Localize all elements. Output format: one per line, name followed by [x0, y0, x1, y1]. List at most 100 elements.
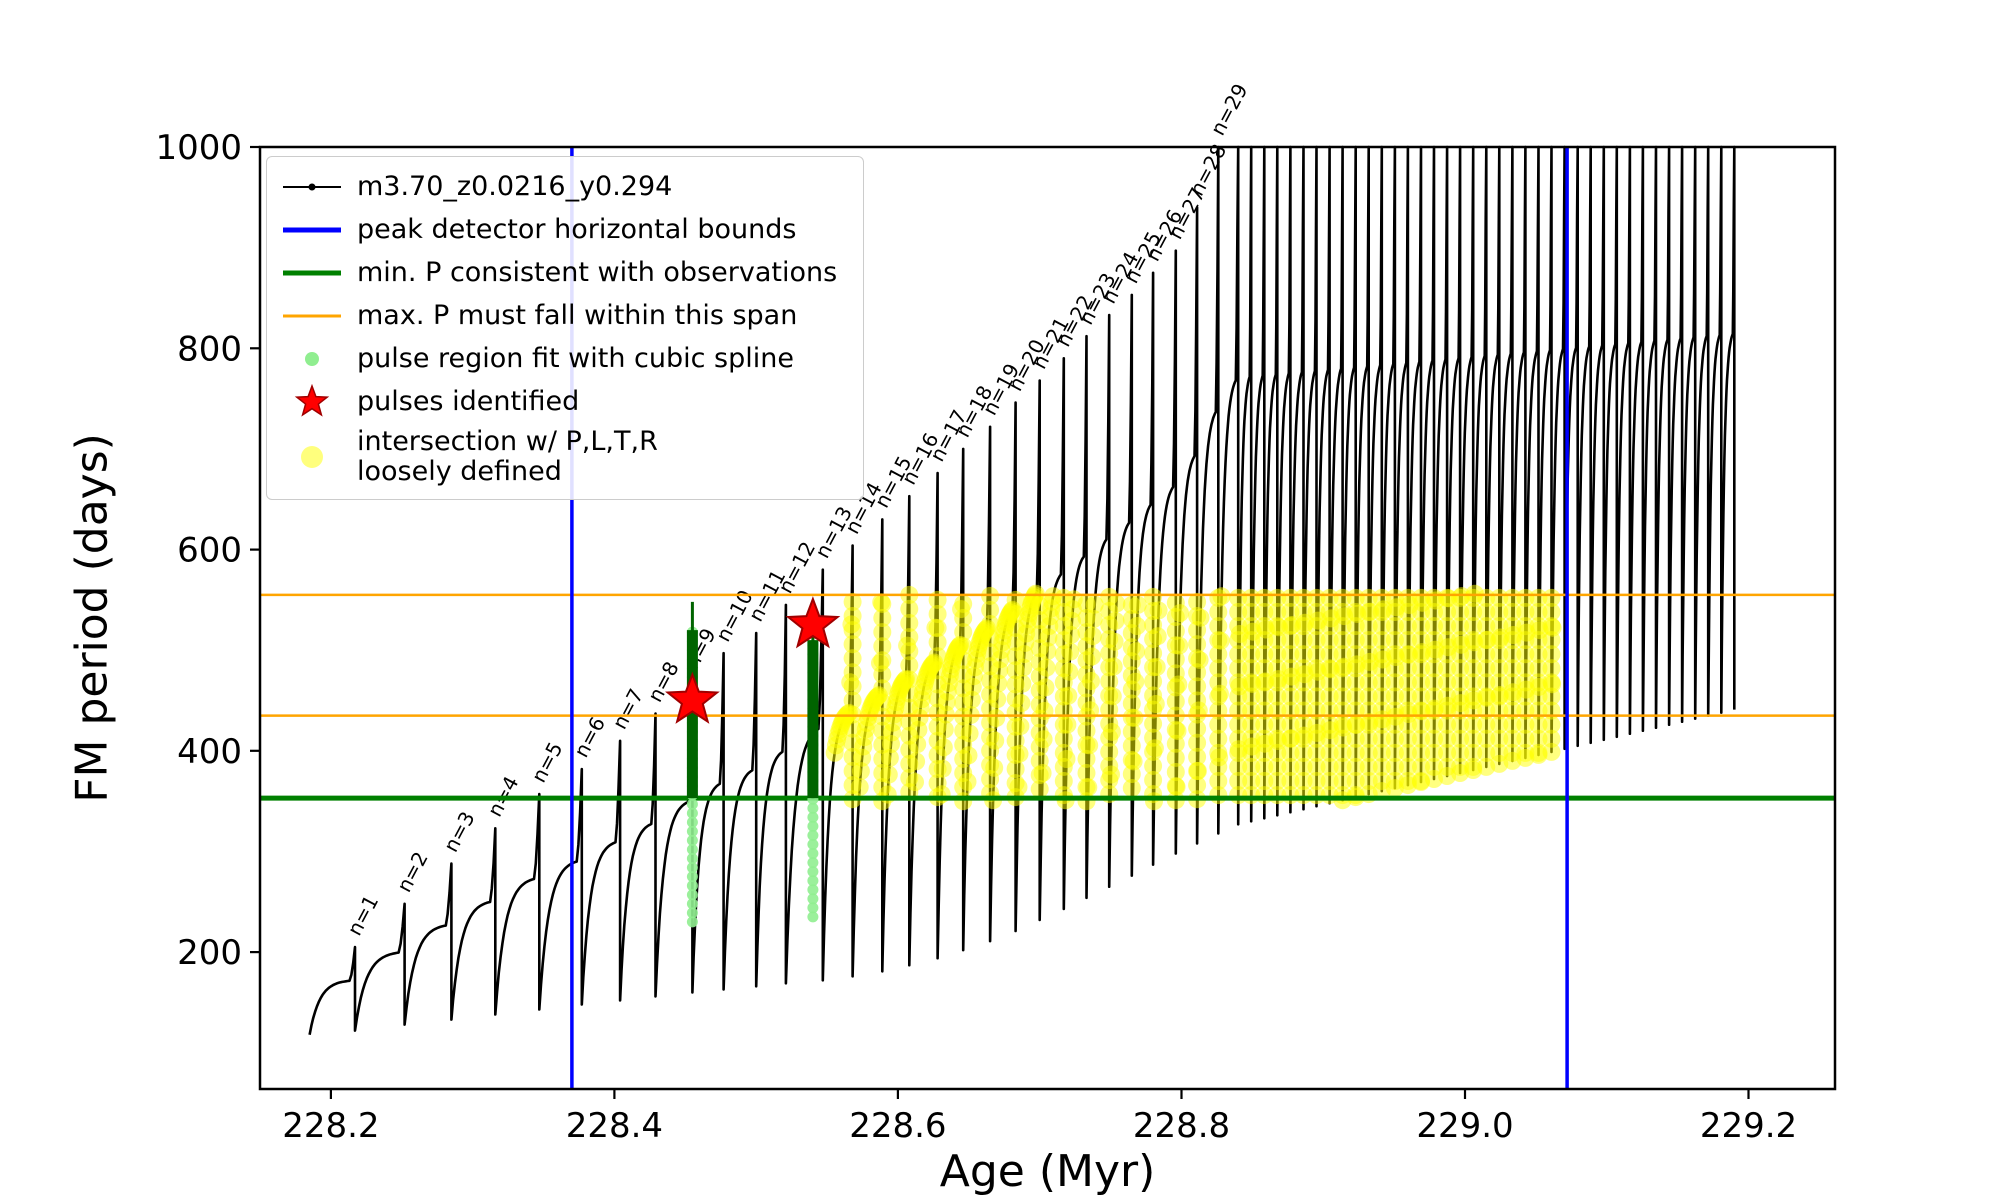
axes-layer: 228.2 228.4 228.6 228.8 229.0 229.2 200 400 600 8…: [155, 128, 1837, 1146]
line-icon: [279, 298, 345, 334]
intersection-dot: [1543, 618, 1562, 637]
intersection-dot: [1425, 743, 1443, 762]
intersection-dot: [1516, 645, 1535, 664]
intersection-dot: [1359, 757, 1378, 776]
intersection-dot: [1083, 627, 1102, 646]
intersection-dot: [1077, 764, 1096, 782]
intersection-dot: [1333, 687, 1352, 706]
intersection-dot: [1346, 757, 1365, 776]
intersection-dot: [1307, 588, 1326, 607]
intersection-dot: [1166, 622, 1185, 641]
intersection-dot: [1281, 588, 1300, 607]
intersection-dot: [1210, 748, 1229, 767]
intersection-dot: [1359, 729, 1378, 748]
intersection-dot: [1038, 642, 1057, 661]
intersection-dot: [1166, 763, 1185, 781]
intersection-dot: [900, 656, 919, 675]
intersection-dot: [1464, 603, 1483, 621]
intersection-dot: [988, 690, 1007, 709]
intersection-dot: [1464, 743, 1483, 762]
intersection-dot: [1333, 757, 1352, 776]
spline-fit-dot: [807, 875, 819, 887]
intersection-dot: [1490, 673, 1509, 692]
intersection-dot: [1210, 684, 1229, 703]
intersection-dot: [958, 772, 977, 791]
intersection-dot: [1062, 625, 1081, 644]
marker-dot: [308, 183, 316, 191]
line-dot-icon: [279, 169, 345, 205]
intersection-dot: [962, 690, 981, 709]
intersection-dot: [1145, 792, 1163, 811]
line-glyph: [283, 314, 341, 318]
intersection-dot: [1333, 673, 1352, 692]
intersection-dot: [1128, 595, 1147, 614]
intersection-dot: [1385, 673, 1404, 692]
spline-fit-dot: [686, 889, 698, 901]
intersection-dot: [1385, 617, 1404, 636]
intersection-dot: [1529, 729, 1548, 748]
intersection-dot: [1503, 729, 1522, 748]
intersection-dot: [1359, 743, 1378, 762]
spline-fit-dot: [686, 853, 698, 864]
intersection-dot: [959, 746, 978, 765]
line-dot-glyph: [283, 183, 341, 191]
legend-entry-2: min. P consistent with observations: [279, 255, 837, 291]
intersection-dot: [1010, 744, 1029, 763]
intersection-dot: [934, 738, 953, 757]
intersection-dot: [1346, 588, 1365, 607]
spline-fit-dot: [807, 893, 819, 905]
intersection-dot: [1359, 588, 1378, 607]
intersection-dot: [1294, 743, 1313, 762]
intersection-dot: [1188, 762, 1207, 780]
intersection-dot: [1438, 729, 1457, 748]
spline-fit-dot: [686, 834, 698, 846]
intersection-dot: [1333, 743, 1352, 762]
intersection-dot: [873, 637, 892, 656]
intersection-dot: [1229, 588, 1248, 607]
intersection-dot: [1268, 757, 1287, 776]
intersection-dot: [1188, 592, 1207, 611]
intersection-dot: [843, 635, 862, 654]
intersection-dot: [1209, 729, 1228, 748]
x-tick-label: 228.2: [282, 1106, 379, 1146]
intersection-dot: [1122, 779, 1141, 798]
intersection-dot: [1529, 588, 1548, 607]
y-tick-label: 600: [177, 531, 242, 571]
dot-icon: [279, 341, 345, 377]
intersection-dot: [1080, 736, 1099, 755]
thick-line-icon: [279, 212, 345, 248]
intersection-dot: [1229, 603, 1248, 621]
pulse-number-label: n=3: [439, 807, 480, 856]
intersection-dot: [989, 674, 1008, 693]
intersection-dot: [1542, 715, 1561, 734]
intersection-dot: [1359, 772, 1378, 790]
intersection-dot: [1122, 736, 1141, 755]
spline-fit-dot: [686, 907, 698, 919]
intersection-dot: [1503, 659, 1522, 678]
intersection-dot: [1268, 687, 1287, 706]
intersection-dot: [1229, 659, 1248, 678]
intersection-dot: [1542, 659, 1561, 678]
spline-fit-dot: [686, 898, 698, 910]
intersection-dot: [1036, 678, 1055, 697]
legend-entry-4: pulse region fit with cubic spline: [279, 341, 837, 377]
intersection-dot: [1054, 772, 1073, 790]
intersection-dot: [1294, 772, 1313, 790]
intersection-dot: [1412, 757, 1430, 776]
intersection-dot: [1242, 603, 1261, 621]
intersection-dot: [1188, 776, 1207, 795]
intersection-dot: [1477, 603, 1496, 621]
intersection-dot: [900, 642, 919, 661]
spline-fit-dot: [686, 880, 698, 892]
intersection-dot: [873, 651, 892, 670]
intersection-dot: [1438, 743, 1457, 762]
intersection-dot: [1490, 659, 1509, 678]
intersection-dot: [1268, 645, 1287, 664]
intersection-dot: [1281, 772, 1300, 790]
x-tick-label: 228.6: [849, 1106, 946, 1146]
intersection-dot: [1372, 631, 1391, 650]
intersection-dot: [1490, 588, 1509, 607]
spline-fit-dot: [686, 871, 698, 883]
intersection-dot: [1188, 677, 1207, 696]
